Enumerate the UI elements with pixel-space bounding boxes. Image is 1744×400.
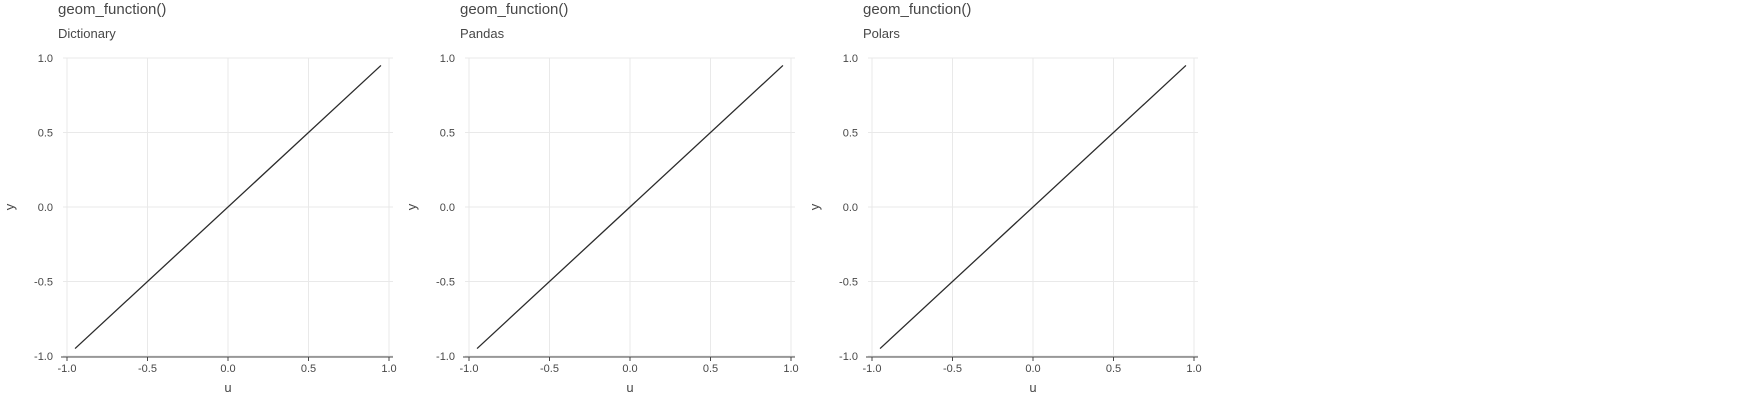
y-axis-label: y — [807, 203, 822, 210]
x-axis-label: u — [1029, 380, 1036, 395]
y-tick-label: -0.5 — [436, 277, 455, 289]
y-tick-label: 1.0 — [843, 53, 858, 65]
x-axis-label: u — [224, 380, 231, 395]
chart-subtitle: Dictionary — [58, 26, 116, 41]
x-tick-label: 1.0 — [381, 363, 396, 375]
y-axis-label: y — [2, 203, 17, 210]
chart-title: geom_function() — [863, 1, 972, 18]
function-line — [476, 64, 784, 350]
x-tick-label: 0.0 — [220, 363, 235, 375]
y-axis-label: y — [404, 203, 419, 210]
x-axis-label: u — [626, 380, 633, 395]
x-tick-label: 0.0 — [1025, 363, 1040, 375]
x-tick-label: 1.0 — [1186, 363, 1201, 375]
function-line — [879, 64, 1187, 350]
y-tick-label: 0.0 — [843, 202, 858, 214]
y-tick-label: 1.0 — [440, 53, 455, 65]
chart-plot: -1.0 -0.5 0.0 0.5 1.0 -1.0 -0.5 0.0 0.5 1.0 u y — [807, 53, 1202, 395]
function-line — [74, 64, 382, 350]
y-tick-label: 0.5 — [38, 128, 53, 140]
y-tick-label: -0.5 — [839, 277, 858, 289]
x-tick-label: 0.5 — [301, 363, 316, 375]
chart-panel-dictionary: geom_function() Dictionary -1.0 -0.5 0.0 0.… — [0, 0, 400, 400]
x-tick-label: -0.5 — [138, 363, 157, 375]
chart-panel-polars: geom_function() Polars -1.0 -0.5 0.0 0.5 1.0… — [805, 0, 1205, 400]
x-tick-label: -0.5 — [943, 363, 962, 375]
chart-title: geom_function() — [460, 1, 569, 18]
chart-subtitle: Pandas — [460, 26, 505, 41]
y-tick-label: 0.5 — [440, 128, 455, 140]
y-tick-label: -1.0 — [34, 351, 53, 363]
chart-plot: -1.0 -0.5 0.0 0.5 1.0 -1.0 -0.5 0.0 0.5 1.0 u y — [2, 53, 397, 395]
y-tick-label: 0.0 — [440, 202, 455, 214]
chart-panel-pandas: geom_function() Pandas -1.0 -0.5 0.0 0.5 1.0… — [402, 0, 802, 400]
x-tick-label: -1.0 — [58, 363, 77, 375]
x-tick-label: 1.0 — [783, 363, 798, 375]
x-tick-label: -1.0 — [460, 363, 479, 375]
chart-subtitle: Polars — [863, 26, 900, 41]
chart-title: geom_function() — [58, 1, 167, 18]
y-tick-label: 0.5 — [843, 128, 858, 140]
x-tick-label: -1.0 — [863, 363, 882, 375]
y-tick-label: -0.5 — [34, 277, 53, 289]
y-tick-label: 0.0 — [38, 202, 53, 214]
y-tick-label: 1.0 — [38, 53, 53, 65]
chart-plot: -1.0 -0.5 0.0 0.5 1.0 -1.0 -0.5 0.0 0.5 1.0 u y — [404, 53, 799, 395]
x-tick-label: 0.0 — [622, 363, 637, 375]
y-tick-label: -1.0 — [839, 351, 858, 363]
x-tick-label: -0.5 — [540, 363, 559, 375]
y-tick-label: -1.0 — [436, 351, 455, 363]
x-tick-label: 0.5 — [1106, 363, 1121, 375]
x-tick-label: 0.5 — [703, 363, 718, 375]
